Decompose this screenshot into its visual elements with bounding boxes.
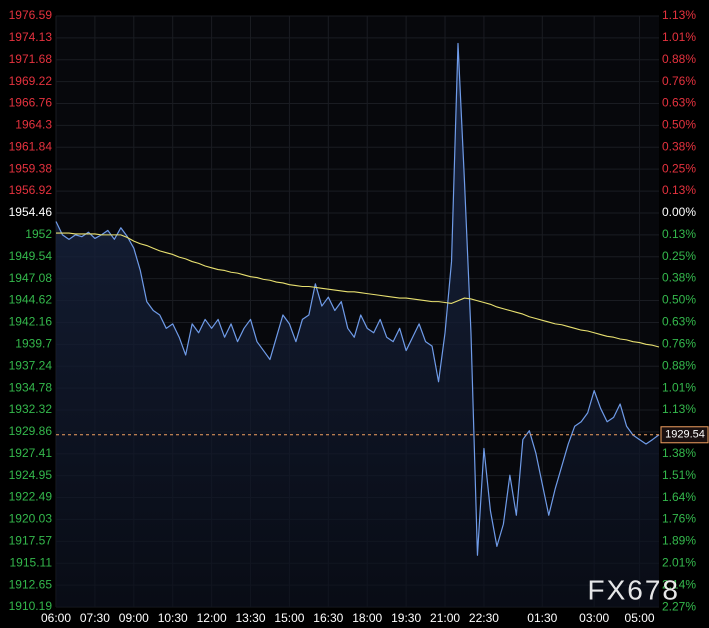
x-tick-label: 06:00 bbox=[41, 611, 71, 625]
y-tick-label: 1961.84 bbox=[9, 139, 53, 153]
y-tick-label: 1959.38 bbox=[9, 161, 53, 175]
x-tick-label: 05:00 bbox=[625, 611, 655, 625]
y-tick-label: 1971.68 bbox=[9, 52, 53, 66]
x-tick-label: 22:30 bbox=[469, 611, 499, 625]
price-line bbox=[55, 42, 660, 556]
y-tick-label: 1920.03 bbox=[9, 512, 53, 526]
x-tick-label: 09:00 bbox=[119, 611, 149, 625]
y2-tick-label: 0.88% bbox=[662, 358, 696, 372]
y2-tick-label: 2.14% bbox=[662, 577, 696, 591]
y2-tick-label: 0.13% bbox=[662, 227, 696, 241]
y2-tick-label: 1.38% bbox=[662, 446, 696, 460]
y2-tick-label: 1.51% bbox=[662, 468, 696, 482]
y2-tick-label: 1.89% bbox=[662, 534, 696, 548]
y2-tick-label: 0.50% bbox=[662, 118, 696, 132]
watermark: FX678 bbox=[588, 574, 681, 605]
y2-tick-label: 0.76% bbox=[662, 74, 696, 88]
x-tick-label: 15:00 bbox=[274, 611, 304, 625]
y-tick-label: 1974.13 bbox=[9, 30, 53, 44]
y-tick-label: 1934.78 bbox=[9, 380, 53, 394]
y2-tick-label: 1.13% bbox=[662, 402, 696, 416]
y2-tick-label: 2.27% bbox=[662, 599, 696, 613]
x-tick-label: 12:00 bbox=[197, 611, 227, 625]
average-line bbox=[56, 232, 660, 348]
y-tick-label: 1927.41 bbox=[9, 446, 53, 460]
price-area bbox=[56, 43, 659, 607]
y-tick-label: 1947.08 bbox=[9, 271, 53, 285]
y2-tick-label: 1.64% bbox=[662, 490, 696, 504]
y2-tick-label: 0.13% bbox=[662, 183, 696, 197]
x-tick-label: 19:30 bbox=[391, 611, 421, 625]
y2-tick-label: 0.25% bbox=[662, 249, 696, 263]
x-tick-label: 16:30 bbox=[313, 611, 343, 625]
x-tick-label: 07:30 bbox=[80, 611, 110, 625]
y2-tick-label: 0.38% bbox=[662, 271, 696, 285]
x-tick-label: 18:00 bbox=[352, 611, 382, 625]
y-tick-label: 1922.49 bbox=[9, 490, 53, 504]
x-tick-label: 10:30 bbox=[158, 611, 188, 625]
y2-tick-label: 0.63% bbox=[662, 96, 696, 110]
y2-tick-label: 0.00% bbox=[662, 205, 696, 219]
current-price-tag bbox=[660, 426, 709, 444]
y2-tick-label: 0.25% bbox=[662, 161, 696, 175]
y-tick-label: 1976.59 bbox=[9, 8, 53, 22]
current-price-label: 1929.54 bbox=[665, 429, 705, 441]
y-tick-label: 1954.46 bbox=[9, 205, 53, 219]
y-tick-label: 1956.92 bbox=[9, 183, 53, 197]
y-tick-label: 1937.24 bbox=[9, 358, 53, 372]
y-tick-label: 1944.62 bbox=[9, 293, 53, 307]
x-tick-label: 13:30 bbox=[236, 611, 266, 625]
y2-tick-label: 1.01% bbox=[662, 30, 696, 44]
y-tick-label: 1924.95 bbox=[9, 468, 53, 482]
y2-tick-label: 1.13% bbox=[662, 8, 696, 22]
y-tick-label: 1917.57 bbox=[9, 533, 53, 547]
y-tick-label: 1966.76 bbox=[9, 96, 53, 110]
y-tick-label: 1932.32 bbox=[9, 402, 53, 416]
y2-tick-label: 0.50% bbox=[662, 293, 696, 307]
y2-tick-label: 0.76% bbox=[662, 336, 696, 350]
y-tick-label: 1942.16 bbox=[9, 315, 53, 329]
y-tick-label: 1952 bbox=[25, 227, 52, 241]
y2-tick-label: 0.63% bbox=[662, 315, 696, 329]
y2-tick-label: 2.01% bbox=[662, 556, 696, 570]
y-tick-label: 1912.65 bbox=[9, 577, 53, 591]
y-tick-label: 1910.19 bbox=[9, 599, 53, 613]
y-tick-label: 1929.86 bbox=[9, 424, 53, 438]
y2-tick-label: 1.01% bbox=[662, 380, 696, 394]
y-tick-label: 1949.54 bbox=[9, 249, 53, 263]
y2-tick-label: 1.76% bbox=[662, 512, 696, 526]
y2-tick-label: 0.38% bbox=[662, 140, 696, 154]
y-tick-label: 1915.11 bbox=[10, 555, 53, 569]
x-tick-label: 21:00 bbox=[430, 611, 460, 625]
y-tick-label: 1939.7 bbox=[15, 337, 52, 351]
x-tick-label: 03:00 bbox=[579, 611, 609, 625]
y-tick-label: 1964.3 bbox=[15, 118, 52, 132]
y-tick-label: 1969.22 bbox=[9, 74, 53, 88]
x-tick-label: 01:30 bbox=[527, 611, 557, 625]
y2-tick-label: 0.88% bbox=[662, 52, 696, 66]
